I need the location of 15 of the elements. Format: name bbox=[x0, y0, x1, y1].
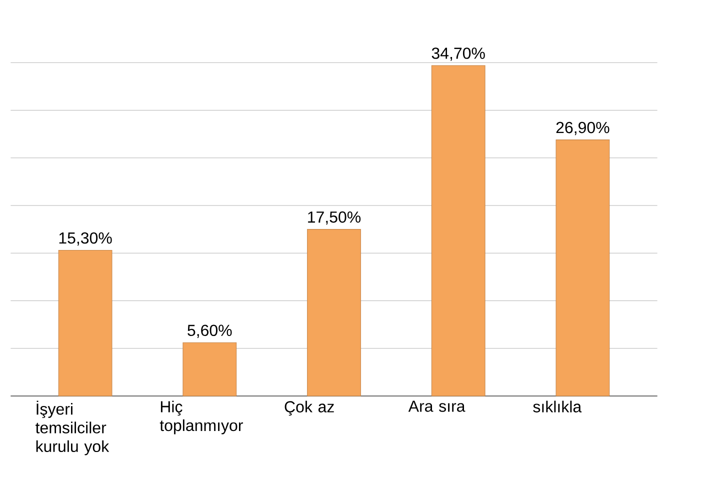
data-label: 34,70% bbox=[432, 48, 485, 61]
x-tick-label: Ara sıra bbox=[408, 400, 466, 412]
x-tick-label: İşyeri temsilciler kurulu yok bbox=[36, 400, 110, 456]
x-tick-label: Çok az bbox=[284, 400, 334, 416]
x-tick-label: Hiç toplanmıyor bbox=[160, 400, 243, 434]
data-label: 26,90% bbox=[556, 122, 610, 136]
data-label: 17,50% bbox=[308, 211, 361, 225]
bar bbox=[307, 229, 361, 396]
bar bbox=[431, 65, 486, 396]
x-tick-label: sıklıkla bbox=[533, 400, 582, 412]
bar bbox=[556, 140, 610, 396]
data-label: 5,60% bbox=[188, 324, 232, 338]
bar bbox=[182, 342, 237, 396]
data-label: 15,30% bbox=[59, 232, 112, 246]
bar bbox=[58, 250, 112, 396]
